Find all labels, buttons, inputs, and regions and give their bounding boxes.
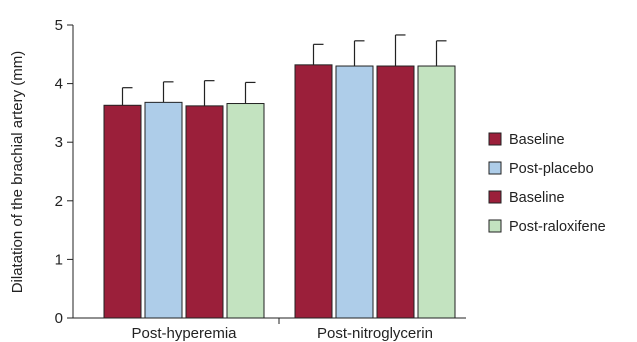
y-tick-label-1: 1	[55, 251, 63, 268]
bar-0-0	[103, 104, 142, 319]
legend: Baseline Post-placebo Baseline Post-raloxif…	[488, 132, 606, 235]
axes: Dilatation of the brachial artery (mm) 0…	[9, 17, 466, 342]
x-tick-label-0: Post-hyperemia	[131, 325, 237, 342]
legend-label-2: Baseline	[509, 190, 565, 206]
y-tick-label-0: 0	[55, 310, 63, 327]
bar-0-3	[226, 103, 265, 319]
y-tick-label-5: 5	[55, 17, 63, 34]
legend-swatch-1	[488, 161, 502, 175]
bar-1-2	[376, 65, 415, 319]
legend-label-3: Post-raloxifene	[509, 219, 606, 235]
plot-area	[103, 34, 456, 319]
y-tick-label-3: 3	[55, 134, 63, 151]
legend-swatch-3	[488, 219, 502, 233]
legend-swatch-2	[488, 190, 502, 204]
bar-0-1	[144, 101, 183, 319]
y-tick-label-4: 4	[55, 76, 63, 93]
bar-0-2	[185, 105, 224, 319]
legend-label-0: Baseline	[509, 132, 565, 148]
legend-label-1: Post-placebo	[509, 161, 594, 177]
legend-swatch-0	[488, 132, 502, 146]
bar-1-3	[417, 65, 456, 319]
bar-1-0	[294, 64, 333, 319]
bar-1-1	[335, 65, 374, 319]
y-axis-label: Dilatation of the brachial artery (mm)	[9, 51, 26, 294]
x-tick-label-1: Post-nitroglycerin	[317, 325, 433, 342]
y-tick-label-2: 2	[55, 193, 63, 210]
